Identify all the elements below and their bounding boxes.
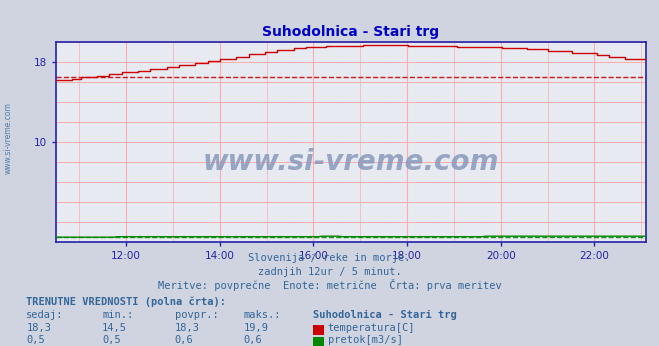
Text: povpr.:: povpr.:	[175, 310, 218, 320]
Text: 0,6: 0,6	[175, 335, 193, 345]
Text: min.:: min.:	[102, 310, 133, 320]
Text: 18,3: 18,3	[26, 324, 51, 334]
Text: 0,6: 0,6	[244, 335, 262, 345]
Text: sedaj:: sedaj:	[26, 310, 64, 320]
Text: Meritve: povprečne  Enote: metrične  Črta: prva meritev: Meritve: povprečne Enote: metrične Črta:…	[158, 279, 501, 291]
Text: 19,9: 19,9	[244, 324, 269, 334]
Text: 18,3: 18,3	[175, 324, 200, 334]
Text: Slovenija / reke in morje.: Slovenija / reke in morje.	[248, 253, 411, 263]
Text: 0,5: 0,5	[102, 335, 121, 345]
Text: TRENUTNE VREDNOSTI (polna črta):: TRENUTNE VREDNOSTI (polna črta):	[26, 297, 226, 307]
Text: temperatura[C]: temperatura[C]	[328, 324, 415, 334]
Text: pretok[m3/s]: pretok[m3/s]	[328, 335, 403, 345]
Text: 14,5: 14,5	[102, 324, 127, 334]
Text: zadnjih 12ur / 5 minut.: zadnjih 12ur / 5 minut.	[258, 267, 401, 277]
Text: 0,5: 0,5	[26, 335, 45, 345]
Text: www.si-vreme.com: www.si-vreme.com	[203, 148, 499, 176]
Text: www.si-vreme.com: www.si-vreme.com	[3, 102, 13, 174]
Text: Suhodolnica - Stari trg: Suhodolnica - Stari trg	[313, 310, 457, 320]
Title: Suhodolnica - Stari trg: Suhodolnica - Stari trg	[262, 25, 440, 39]
Text: maks.:: maks.:	[244, 310, 281, 320]
